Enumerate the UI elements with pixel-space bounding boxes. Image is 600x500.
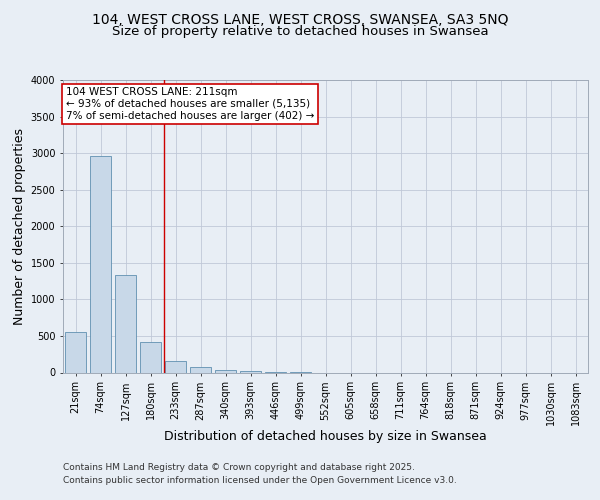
Bar — [115, 274, 136, 372]
Bar — [240, 371, 261, 372]
Bar — [165, 361, 186, 372]
Bar — [215, 370, 236, 372]
Bar — [90, 156, 111, 372]
Text: Contains public sector information licensed under the Open Government Licence v3: Contains public sector information licen… — [63, 476, 457, 485]
Bar — [140, 342, 161, 372]
X-axis label: Distribution of detached houses by size in Swansea: Distribution of detached houses by size … — [164, 430, 487, 442]
Text: Size of property relative to detached houses in Swansea: Size of property relative to detached ho… — [112, 25, 488, 38]
Bar — [65, 332, 86, 372]
Y-axis label: Number of detached properties: Number of detached properties — [13, 128, 26, 325]
Text: Contains HM Land Registry data © Crown copyright and database right 2025.: Contains HM Land Registry data © Crown c… — [63, 464, 415, 472]
Bar — [190, 366, 211, 372]
Text: 104 WEST CROSS LANE: 211sqm
← 93% of detached houses are smaller (5,135)
7% of s: 104 WEST CROSS LANE: 211sqm ← 93% of det… — [65, 88, 314, 120]
Text: 104, WEST CROSS LANE, WEST CROSS, SWANSEA, SA3 5NQ: 104, WEST CROSS LANE, WEST CROSS, SWANSE… — [92, 12, 508, 26]
